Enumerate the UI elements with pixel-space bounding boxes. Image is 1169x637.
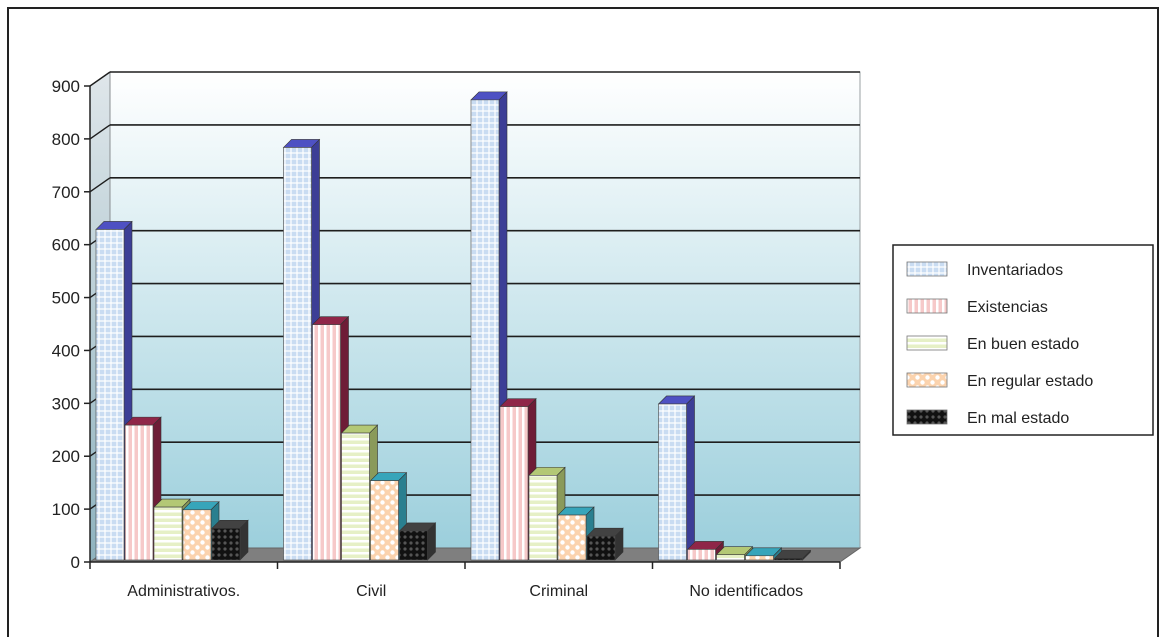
bar bbox=[657, 395, 696, 561]
bar-front bbox=[774, 558, 803, 561]
chart-frame bbox=[7, 7, 1159, 637]
bar-front bbox=[399, 530, 428, 561]
legend: Inventariados Existencias En buen estado En… bbox=[892, 244, 1154, 436]
bar bbox=[586, 527, 624, 561]
axes: 0 100 200 300 400 500 600 700 800 900 Administrati… bbox=[52, 77, 841, 600]
bar-front bbox=[716, 554, 745, 561]
y-tick-label: 800 bbox=[52, 130, 80, 149]
bar-front bbox=[658, 403, 687, 561]
bar-front bbox=[312, 324, 341, 561]
y-tick-label: 100 bbox=[52, 500, 80, 519]
legend-label: Inventariados bbox=[967, 262, 1063, 279]
legend-swatch bbox=[906, 372, 948, 388]
y-tick-label: 200 bbox=[52, 447, 80, 466]
bar-front bbox=[470, 99, 500, 561]
bar-front bbox=[341, 432, 370, 561]
bar bbox=[773, 549, 812, 561]
y-tick-label: 500 bbox=[52, 289, 80, 308]
bar-front bbox=[124, 424, 154, 561]
x-category-label: Criminal bbox=[529, 583, 588, 600]
legend-swatch bbox=[906, 261, 948, 277]
legend-label: En mal estado bbox=[967, 410, 1069, 427]
y-tick-label: 900 bbox=[52, 77, 80, 96]
bar bbox=[369, 471, 408, 561]
legend-label: En buen estado bbox=[967, 336, 1079, 353]
bar-front bbox=[745, 555, 774, 561]
bar-front bbox=[370, 480, 399, 561]
legend-swatch bbox=[906, 409, 948, 425]
bars bbox=[95, 91, 812, 561]
bar bbox=[398, 522, 437, 561]
legend-label: En regular estado bbox=[967, 373, 1093, 390]
bar-front bbox=[528, 475, 558, 561]
bar bbox=[182, 501, 220, 561]
bar-front bbox=[182, 509, 212, 561]
y-tick-label: 400 bbox=[52, 341, 80, 360]
y-tick-label: 600 bbox=[52, 236, 80, 255]
gridline-side bbox=[89, 124, 111, 140]
gridline-side bbox=[89, 177, 111, 193]
legend-swatch bbox=[906, 335, 948, 351]
bar bbox=[211, 519, 249, 561]
bar bbox=[499, 397, 537, 561]
y-tick-label: 700 bbox=[52, 183, 80, 202]
bar-side bbox=[686, 395, 695, 561]
legend-swatch bbox=[906, 298, 948, 314]
x-category-label: Civil bbox=[356, 583, 386, 600]
bar-front bbox=[557, 514, 587, 561]
gridline-side bbox=[89, 71, 111, 87]
bar-front bbox=[499, 406, 529, 561]
y-tick-label: 300 bbox=[52, 394, 80, 413]
bar-front bbox=[211, 527, 241, 561]
bar-front bbox=[687, 549, 716, 561]
bar-front bbox=[95, 229, 125, 561]
x-category-label: Administrativos. bbox=[127, 583, 240, 600]
bar bbox=[744, 547, 783, 561]
bar-front bbox=[586, 535, 616, 561]
bar bbox=[686, 540, 725, 561]
bar-front bbox=[283, 147, 312, 561]
bar-front bbox=[153, 506, 183, 561]
legend-label: Existencias bbox=[967, 299, 1048, 316]
y-tick-label: 0 bbox=[71, 553, 80, 572]
bar bbox=[124, 416, 162, 561]
x-category-label: No identificados bbox=[689, 583, 803, 600]
